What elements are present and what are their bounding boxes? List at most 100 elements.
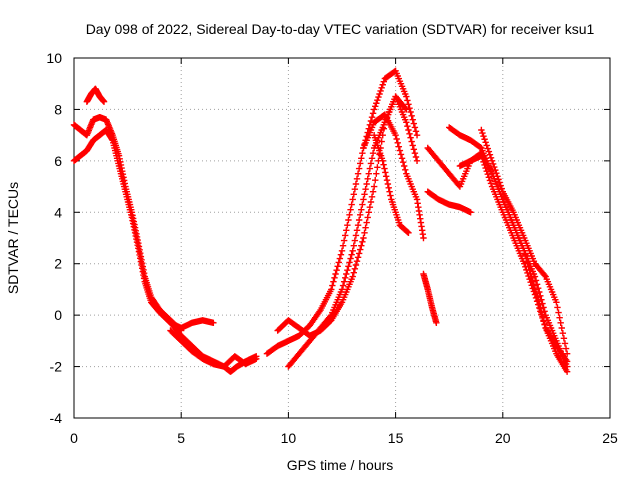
data-point [478, 126, 485, 134]
data-point [480, 132, 487, 140]
data-point [533, 298, 541, 305]
data-point [350, 242, 357, 249]
data-point [370, 106, 378, 113]
data-point [536, 304, 543, 312]
data-point [346, 259, 353, 266]
data-point [369, 188, 377, 195]
data-point [329, 282, 336, 289]
data-point [369, 110, 377, 117]
data-point [363, 180, 370, 188]
data-point [539, 300, 546, 307]
data-point [553, 299, 560, 306]
data-point [532, 277, 540, 284]
data-point [373, 170, 380, 177]
y-tick-label: 6 [54, 153, 62, 169]
data-point [496, 179, 503, 186]
data-point [360, 234, 367, 242]
data-point [345, 216, 352, 224]
data-point [336, 255, 344, 262]
data-point [346, 211, 353, 219]
data-point [351, 265, 359, 273]
data-point [562, 345, 570, 352]
data-point [360, 196, 367, 203]
data-point [398, 155, 406, 162]
data-point [396, 147, 404, 154]
data-point [352, 232, 360, 239]
data-point [488, 157, 496, 165]
series-track-p [478, 126, 571, 357]
x-tick-label: 15 [388, 430, 404, 446]
data-point [345, 263, 352, 270]
data-point [365, 209, 372, 216]
data-point [482, 139, 489, 146]
data-point [539, 314, 546, 322]
data-point [340, 278, 348, 285]
data-point [351, 237, 359, 244]
data-point [394, 139, 401, 147]
data-point [404, 122, 411, 130]
data-point [349, 247, 356, 255]
data-point [361, 229, 368, 237]
data-point [413, 131, 421, 139]
series-track-f [263, 67, 421, 357]
data-point [352, 261, 360, 269]
data-point [380, 78, 388, 85]
x-tick-label: 0 [70, 430, 78, 446]
data-point [410, 120, 418, 127]
data-point [383, 176, 391, 184]
data-point [358, 242, 365, 249]
data-point [344, 221, 351, 229]
series-track-g [285, 93, 421, 370]
data-point [338, 286, 346, 293]
data-point [340, 237, 348, 244]
data-point [526, 275, 533, 283]
data-point [405, 229, 412, 237]
data-point [339, 242, 347, 249]
data-point [411, 124, 419, 131]
data-point [362, 185, 369, 193]
data-point [407, 134, 414, 141]
data-point [485, 148, 493, 155]
data-point [369, 149, 377, 157]
data-point [481, 136, 488, 143]
data-point [492, 166, 499, 174]
data-point [477, 144, 484, 151]
data-point [404, 97, 411, 104]
series-track-a [70, 126, 217, 332]
data-point [408, 112, 415, 120]
data-point [409, 116, 416, 123]
data-point [384, 180, 392, 188]
data-point [491, 163, 498, 171]
data-point [405, 126, 412, 134]
data-point [338, 247, 346, 255]
y-tick-label: 10 [46, 50, 62, 66]
data-point [402, 104, 409, 112]
data-point [372, 176, 379, 184]
data-point [405, 101, 412, 108]
data-point [406, 130, 413, 138]
data-point [538, 296, 545, 303]
series-track-o [456, 152, 571, 365]
data-point [540, 318, 547, 325]
data-point [399, 158, 407, 166]
data-point [364, 175, 371, 183]
data-point [554, 304, 561, 311]
data-point [402, 166, 409, 174]
data-point [377, 87, 384, 95]
data-point [367, 198, 375, 206]
data-point [403, 106, 410, 113]
data-point [358, 206, 365, 213]
data-point [349, 196, 356, 203]
series-track-j [370, 131, 412, 237]
y-tick-label: 4 [54, 204, 62, 220]
data-point [378, 138, 385, 145]
data-point [532, 294, 540, 302]
data-point [498, 185, 505, 192]
data-point [385, 184, 392, 192]
data-point [210, 319, 217, 327]
data-point [481, 161, 488, 169]
data-point [563, 358, 571, 365]
plot-frame [73, 57, 611, 419]
data-point [347, 255, 354, 262]
